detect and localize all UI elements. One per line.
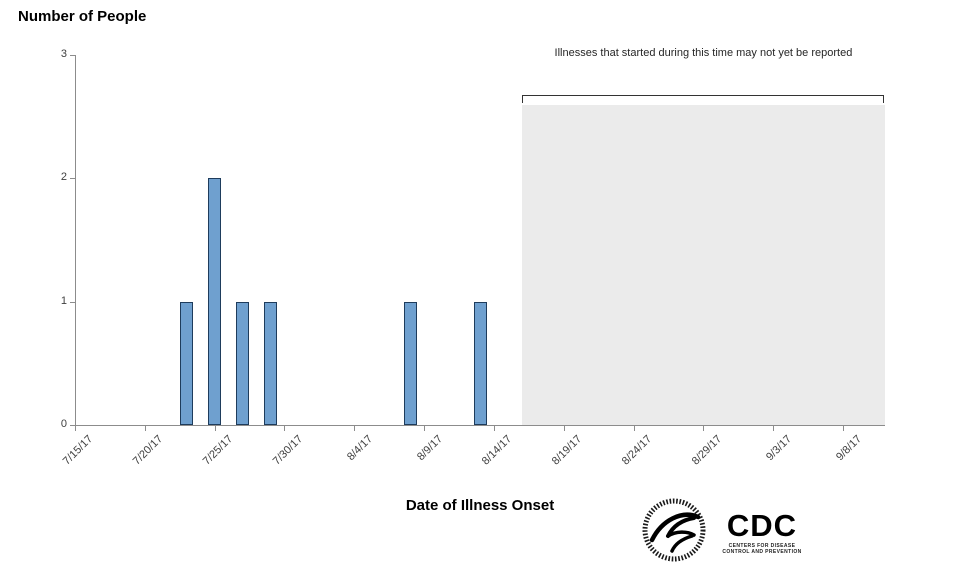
cdc-logo: CDC CENTERS FOR DISEASE CONTROL AND PREV… <box>722 508 802 555</box>
x-tick-mark <box>493 426 495 431</box>
x-tick-label: 7/20/17 <box>130 433 166 468</box>
x-tick-mark <box>214 426 216 431</box>
y-tick-mark <box>70 301 75 303</box>
x-tick-label: 7/30/17 <box>270 433 305 468</box>
x-tick-label: 7/25/17 <box>200 433 236 468</box>
chart-title: Number of People <box>18 8 147 25</box>
x-tick-mark <box>703 426 705 431</box>
x-tick-mark <box>75 426 76 431</box>
chart-bar <box>180 301 194 425</box>
hhs-logo <box>642 498 706 562</box>
x-tick-mark <box>773 426 775 431</box>
chart-bar <box>264 301 278 425</box>
x-tick-label: 8/14/17 <box>480 433 515 468</box>
x-tick-mark <box>284 426 286 431</box>
x-tick-mark <box>424 426 426 431</box>
x-tick-label: 7/15/17 <box>61 433 96 468</box>
x-tick-label: 8/24/17 <box>619 433 655 468</box>
x-axis-line <box>75 425 885 426</box>
x-tick-label: 9/8/17 <box>833 433 864 464</box>
x-axis-title: Date of Illness Onset <box>405 497 555 514</box>
x-tick-mark <box>563 426 565 431</box>
hhs-eagle-icon <box>649 512 701 553</box>
x-tick-label: 8/9/17 <box>414 433 445 464</box>
x-tick-mark <box>633 426 635 431</box>
not-yet-reported-bracket <box>521 95 884 103</box>
hhs-ring-icon <box>642 498 706 562</box>
x-tick-mark <box>354 426 356 431</box>
y-tick-mark <box>70 425 75 426</box>
not-yet-reported-region <box>521 105 885 425</box>
epi-curve-chart: Illnesses that started during this time … <box>61 47 885 467</box>
cdc-logo-caption: CENTERS FOR DISEASE CONTROL AND PREVENTI… <box>722 543 802 555</box>
y-tick-mark <box>70 178 75 180</box>
x-tick-label: 8/19/17 <box>549 433 585 468</box>
not-yet-reported-annotation: Illnesses that started during this time … <box>554 47 853 59</box>
y-axis-line <box>75 55 76 425</box>
x-tick-label: 9/3/17 <box>763 433 794 464</box>
chart-bar <box>236 301 250 425</box>
y-tick-label: 2 <box>60 171 67 184</box>
x-tick-mark <box>843 426 845 431</box>
x-tick-label: 8/4/17 <box>344 433 375 464</box>
y-tick-mark <box>70 55 75 56</box>
y-tick-label: 0 <box>60 418 67 430</box>
chart-bar <box>208 178 222 425</box>
chart-bar <box>403 301 417 425</box>
x-tick-label: 8/29/17 <box>689 433 724 468</box>
y-tick-label: 3 <box>60 48 67 60</box>
y-tick-label: 1 <box>60 294 67 307</box>
chart-bar <box>473 301 487 425</box>
cdc-logo-letters: CDC <box>726 508 798 543</box>
x-tick-mark <box>144 426 146 431</box>
